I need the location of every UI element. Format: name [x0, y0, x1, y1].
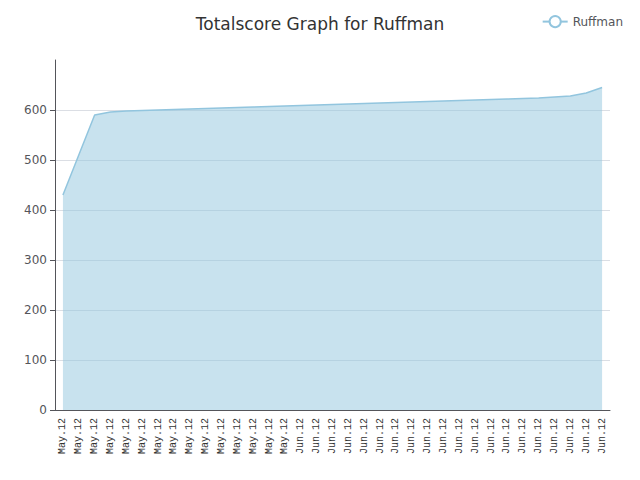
svg-text:Jun.12: Jun.12 — [549, 418, 560, 454]
svg-text:May.12: May.12 — [248, 418, 259, 454]
svg-text:Jun.12: Jun.12 — [438, 418, 449, 454]
svg-text:Jun.12: Jun.12 — [517, 418, 528, 454]
svg-text:Jun.12: Jun.12 — [327, 418, 338, 454]
svg-text:May.12: May.12 — [137, 418, 148, 454]
svg-text:May.12: May.12 — [153, 418, 164, 454]
svg-text:0: 0 — [39, 403, 47, 417]
svg-text:May.12: May.12 — [121, 418, 132, 454]
svg-text:Jun.12: Jun.12 — [375, 418, 386, 454]
svg-text:May.12: May.12 — [216, 418, 227, 454]
svg-text:May.12: May.12 — [73, 418, 84, 454]
svg-text:May.12: May.12 — [184, 418, 195, 454]
svg-text:500: 500 — [24, 153, 47, 167]
svg-text:Jun.12: Jun.12 — [295, 418, 306, 454]
svg-text:May.12: May.12 — [200, 418, 211, 454]
svg-text:Jun.12: Jun.12 — [470, 418, 481, 454]
svg-text:Jun.12: Jun.12 — [311, 418, 322, 454]
svg-text:400: 400 — [24, 203, 47, 217]
svg-text:May.12: May.12 — [279, 418, 290, 454]
svg-text:May.12: May.12 — [264, 418, 275, 454]
svg-text:Jun.12: Jun.12 — [501, 418, 512, 454]
svg-text:200: 200 — [24, 303, 47, 317]
svg-text:May.12: May.12 — [232, 418, 243, 454]
svg-text:Jun.12: Jun.12 — [359, 418, 370, 454]
svg-text:Ruffman: Ruffman — [573, 15, 623, 29]
svg-text:Jun.12: Jun.12 — [533, 418, 544, 454]
svg-text:Jun.12: Jun.12 — [454, 418, 465, 454]
svg-text:100: 100 — [24, 353, 47, 367]
svg-text:Jun.12: Jun.12 — [422, 418, 433, 454]
svg-text:Jun.12: Jun.12 — [597, 418, 608, 454]
svg-text:May.12: May.12 — [168, 418, 179, 454]
svg-text:May.12: May.12 — [57, 418, 68, 454]
svg-text:Totalscore Graph for Ruffman: Totalscore Graph for Ruffman — [195, 14, 444, 34]
svg-text:May.12: May.12 — [105, 418, 116, 454]
svg-text:Jun.12: Jun.12 — [406, 418, 417, 454]
svg-text:Jun.12: Jun.12 — [565, 418, 576, 454]
svg-text:Jun.12: Jun.12 — [343, 418, 354, 454]
svg-text:600: 600 — [24, 103, 47, 117]
svg-text:Jun.12: Jun.12 — [486, 418, 497, 454]
svg-text:May.12: May.12 — [89, 418, 100, 454]
svg-text:Jun.12: Jun.12 — [390, 418, 401, 454]
svg-text:300: 300 — [24, 253, 47, 267]
svg-text:Jun.12: Jun.12 — [581, 418, 592, 454]
